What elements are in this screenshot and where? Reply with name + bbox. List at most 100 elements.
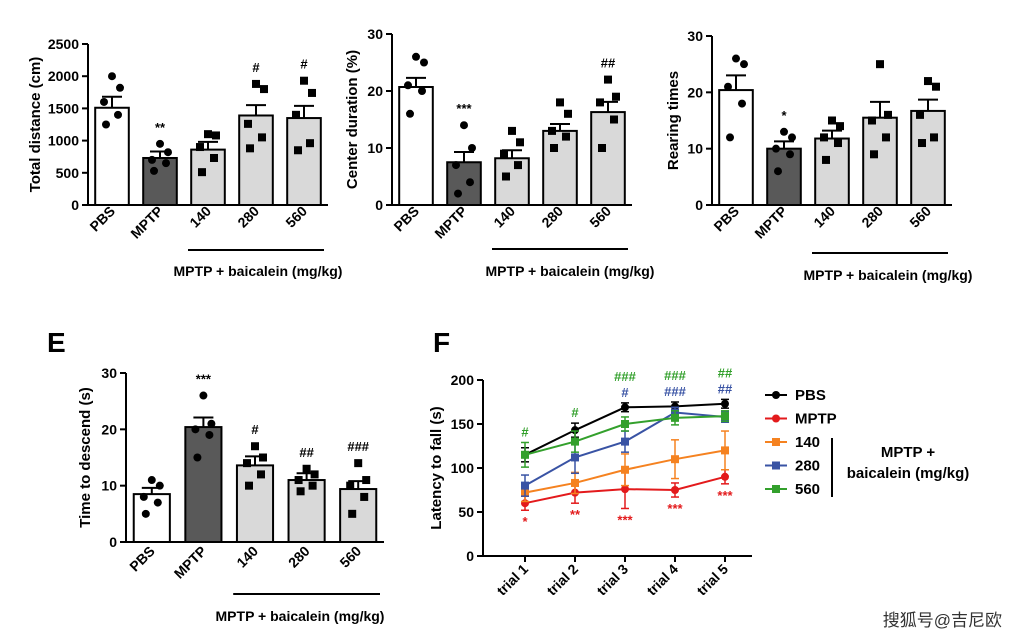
category-label: PBS xyxy=(126,543,158,575)
legend-marker xyxy=(772,438,780,446)
y-tick-label: 30 xyxy=(101,365,117,381)
x-tick-label: trial 3 xyxy=(593,561,631,599)
significance-label: ## xyxy=(299,445,314,460)
data-point xyxy=(348,509,357,518)
x-tick-label: trial 1 xyxy=(493,561,531,599)
data-point xyxy=(252,79,260,88)
category-label: MPTP xyxy=(431,203,470,242)
data-point xyxy=(308,88,316,97)
bar xyxy=(862,116,898,206)
significance-label: ** xyxy=(155,120,166,135)
data-point xyxy=(671,413,679,422)
data-point xyxy=(139,492,148,501)
data-point xyxy=(100,97,108,106)
legend-label: MPTP xyxy=(795,411,837,428)
significance-label: *** xyxy=(717,488,733,503)
bar xyxy=(190,148,226,206)
data-point xyxy=(412,52,420,61)
data-point xyxy=(155,481,164,490)
data-point xyxy=(604,75,612,84)
category-label: MPTP xyxy=(751,203,790,242)
y-axis-label: Time to descend (s) xyxy=(77,387,94,528)
group-label: MPTP + baicalein (mg/kg) xyxy=(486,263,655,279)
significance-label: * xyxy=(781,108,787,123)
data-point xyxy=(774,167,782,176)
data-point xyxy=(621,403,629,412)
significance-label: *** xyxy=(456,101,472,116)
data-point xyxy=(610,115,618,124)
panel-letter: F xyxy=(433,327,450,358)
data-point xyxy=(564,109,572,118)
data-point xyxy=(562,132,570,141)
data-point xyxy=(500,149,508,158)
bar xyxy=(494,157,530,206)
bar xyxy=(142,156,178,207)
y-tick-label: 1500 xyxy=(48,100,79,116)
data-point xyxy=(205,430,214,439)
data-point xyxy=(193,453,202,462)
y-tick-label: 200 xyxy=(451,372,475,388)
data-point xyxy=(468,144,476,152)
bar xyxy=(718,89,754,206)
group-label: MPTP + baicalein (mg/kg) xyxy=(804,267,973,283)
data-point xyxy=(556,98,564,107)
legend-marker xyxy=(772,391,780,399)
data-point xyxy=(114,110,122,119)
category-label: PBS xyxy=(390,203,422,235)
data-point xyxy=(721,412,729,421)
y-axis-label: Latency to fall (s) xyxy=(428,406,445,529)
data-point xyxy=(724,82,732,91)
bar xyxy=(814,137,850,207)
significance-label: ### xyxy=(614,369,636,384)
data-point xyxy=(521,481,529,490)
data-point xyxy=(244,119,252,128)
data-point xyxy=(147,476,156,485)
significance-label: *** xyxy=(617,512,633,527)
data-point xyxy=(502,172,510,181)
legend-label: 140 xyxy=(795,434,820,451)
significance-label: *** xyxy=(667,501,683,516)
group-label: MPTP + baicalein (mg/kg) xyxy=(174,263,343,279)
y-tick-label: 50 xyxy=(458,504,474,520)
category-label: 280 xyxy=(234,203,262,231)
data-point xyxy=(571,453,579,462)
bar xyxy=(132,493,171,544)
y-tick-label: 30 xyxy=(367,26,383,42)
data-point xyxy=(245,481,253,490)
bar-chart-4: 0 10 20 30 Time to descend (s) E PBS *** MPTP #14… xyxy=(47,327,384,624)
bar xyxy=(542,129,578,206)
bar xyxy=(287,479,326,543)
data-point xyxy=(621,420,629,428)
data-point xyxy=(788,133,796,142)
y-tick-label: 100 xyxy=(451,460,475,476)
legend: PBS MPTP 140 280 560 MPTP + baicalein (mg/kg) xyxy=(765,387,969,498)
data-point xyxy=(346,481,355,490)
significance-label: *** xyxy=(196,372,212,387)
data-point xyxy=(834,139,842,148)
data-point xyxy=(454,189,462,198)
significance-label: ### xyxy=(664,368,686,383)
data-point xyxy=(828,116,836,125)
category-label: 560 xyxy=(336,543,364,571)
data-point xyxy=(257,470,265,479)
data-point xyxy=(671,486,679,494)
significance-label: # xyxy=(300,57,308,72)
data-point xyxy=(738,99,746,108)
category-label: 140 xyxy=(490,203,518,231)
significance-label: # xyxy=(521,424,529,439)
significance-label: ** xyxy=(570,507,581,522)
data-point xyxy=(868,116,876,125)
y-axis-label: Total distance (cm) xyxy=(27,57,44,193)
data-point xyxy=(148,155,156,164)
data-point xyxy=(306,139,314,148)
data-point xyxy=(260,85,268,94)
y-tick-label: 0 xyxy=(71,197,79,213)
significance-label: ### xyxy=(347,439,369,454)
bar xyxy=(238,114,274,206)
category-label: 140 xyxy=(810,203,838,231)
y-axis-label: Rearing times xyxy=(665,71,682,170)
y-tick-label: 2000 xyxy=(48,68,79,84)
data-point xyxy=(294,476,303,485)
data-point xyxy=(196,143,204,152)
